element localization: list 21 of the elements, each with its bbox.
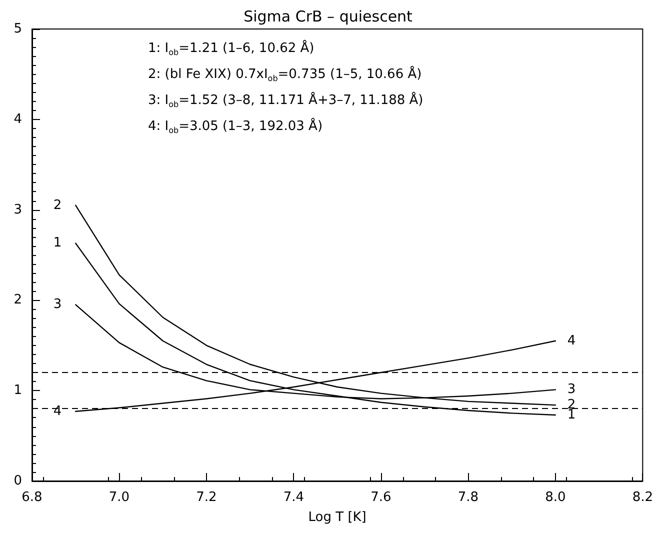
x-tick-label: 7.4: [283, 490, 304, 505]
y-tick-label: 1: [14, 383, 22, 398]
x-tick-label: 7.2: [196, 490, 217, 505]
series-label: 4: [567, 333, 576, 348]
y-tick-label: 3: [14, 202, 22, 218]
x-tick-label: 8.2: [632, 490, 654, 505]
x-tick-label: 7.6: [370, 490, 392, 505]
text: 3: [53, 297, 62, 312]
y-tick-label: 2: [14, 292, 22, 308]
x-tick-label: 7.8: [458, 490, 479, 505]
text: 1: [53, 236, 62, 251]
x-tick-label: 6.8: [22, 490, 42, 505]
y-tick-label: 4: [14, 112, 22, 127]
series-label: 3: [567, 382, 576, 398]
x-tick-label: 8.0: [545, 490, 566, 505]
x-axis-title: Log T [K]: [308, 510, 366, 525]
text: 2: [53, 198, 62, 213]
y-tick-label: 0: [14, 474, 22, 488]
x-tick-label: 7.0: [108, 490, 130, 505]
chart-title: Sigma CrB – quiescent: [244, 8, 413, 26]
y-tick-label: 5: [14, 22, 22, 36]
